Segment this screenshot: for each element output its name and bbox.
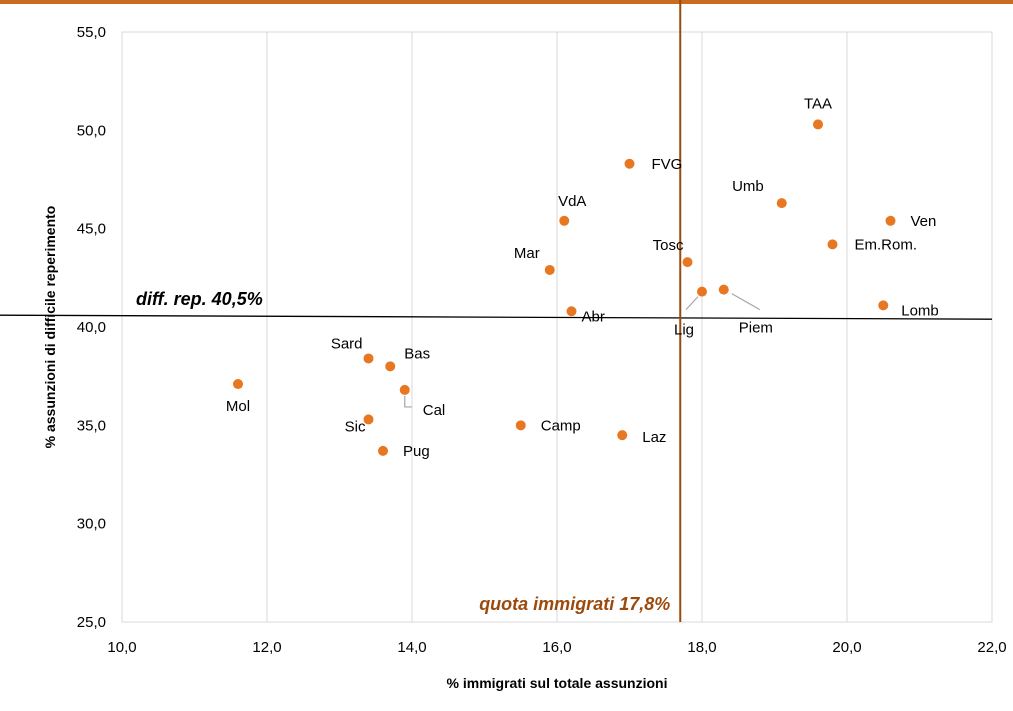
x-tick-label: 20,0 bbox=[832, 639, 861, 656]
x-axis-title: % immigrati sul totale assunzioni bbox=[447, 675, 668, 691]
point-label: Umb bbox=[732, 178, 764, 195]
point-bas bbox=[385, 361, 396, 372]
x-tick-label: 16,0 bbox=[542, 639, 571, 656]
x-tick-label: 22,0 bbox=[977, 639, 1006, 656]
plot-frame bbox=[121, 31, 993, 623]
point-piem bbox=[718, 284, 729, 295]
y-tick-label: 45,0 bbox=[77, 221, 106, 238]
point-sard bbox=[363, 353, 374, 364]
point-label: Ven bbox=[911, 213, 937, 230]
reference-lines bbox=[0, 0, 993, 622]
point-label: VdA bbox=[558, 193, 586, 210]
point-label: Piem bbox=[739, 320, 773, 337]
point-label: Pug bbox=[403, 443, 430, 460]
gridlines bbox=[121, 31, 993, 623]
point-umb bbox=[776, 198, 787, 209]
x-tick-label: 10,0 bbox=[107, 639, 136, 656]
point-label: Bas bbox=[404, 345, 430, 362]
leader-line bbox=[404, 395, 412, 408]
point-label: Mar bbox=[514, 245, 540, 262]
point-label: Laz bbox=[642, 429, 666, 446]
x-tick-label: 18,0 bbox=[687, 639, 716, 656]
horizontal-reference-line bbox=[0, 314, 993, 320]
point-label: Lomb bbox=[901, 302, 939, 319]
point-label: TAA bbox=[804, 95, 832, 112]
point-label: Tosc bbox=[653, 237, 684, 254]
y-tick-label: 40,0 bbox=[77, 319, 106, 336]
point-abr bbox=[566, 306, 577, 317]
point-lomb bbox=[878, 300, 889, 311]
point-tosc bbox=[682, 257, 693, 268]
y-tick-label: 50,0 bbox=[77, 122, 106, 139]
y-tick-label: 30,0 bbox=[77, 516, 106, 533]
point-vda bbox=[559, 215, 570, 226]
point-mol bbox=[233, 379, 243, 390]
point-lig bbox=[697, 286, 707, 297]
vertical-reference-label: quota immigrati 17,8% bbox=[479, 594, 670, 614]
point-label: Lig bbox=[674, 322, 694, 339]
leader-line bbox=[731, 293, 761, 311]
point-label: Sic bbox=[345, 418, 366, 435]
leader-line bbox=[685, 296, 699, 311]
y-tick-label: 55,0 bbox=[77, 24, 106, 41]
point-mar bbox=[544, 264, 555, 275]
point-sic bbox=[363, 414, 374, 425]
point-label: Sard bbox=[331, 335, 363, 352]
x-tick-label: 14,0 bbox=[397, 639, 426, 656]
point-ven bbox=[885, 215, 896, 226]
point-emrom bbox=[827, 239, 838, 250]
tick-labels: 10,0 12,0 14,0 16,0 18,0 20,0 22,0 25,0 30,0 35,0… bbox=[77, 24, 1007, 656]
point-cal bbox=[399, 384, 410, 395]
point-camp bbox=[515, 420, 526, 431]
point-taa bbox=[813, 119, 823, 130]
point-label: Abr bbox=[582, 308, 605, 325]
horizontal-reference-label: diff. rep. 40,5% bbox=[136, 289, 263, 309]
y-axis-title: % assunzioni di difficile reperimento bbox=[42, 206, 58, 449]
data-points: TAA FVG Umb VdA Ven Em.Rom. Tosc Mar Piem Lig Lomb… bbox=[226, 95, 939, 459]
x-tick-label: 12,0 bbox=[252, 639, 281, 656]
point-label: Em.Rom. bbox=[855, 236, 918, 253]
point-pug bbox=[378, 445, 388, 456]
point-label: FVG bbox=[652, 156, 683, 173]
point-fvg bbox=[624, 158, 635, 169]
y-tick-label: 25,0 bbox=[77, 614, 106, 631]
y-tick-label: 35,0 bbox=[77, 417, 106, 434]
point-label: Cal bbox=[423, 402, 446, 419]
point-label: Mol bbox=[226, 398, 250, 415]
point-laz bbox=[617, 430, 628, 441]
top-accent-bar bbox=[0, 0, 1013, 4]
point-label: Camp bbox=[541, 417, 581, 434]
